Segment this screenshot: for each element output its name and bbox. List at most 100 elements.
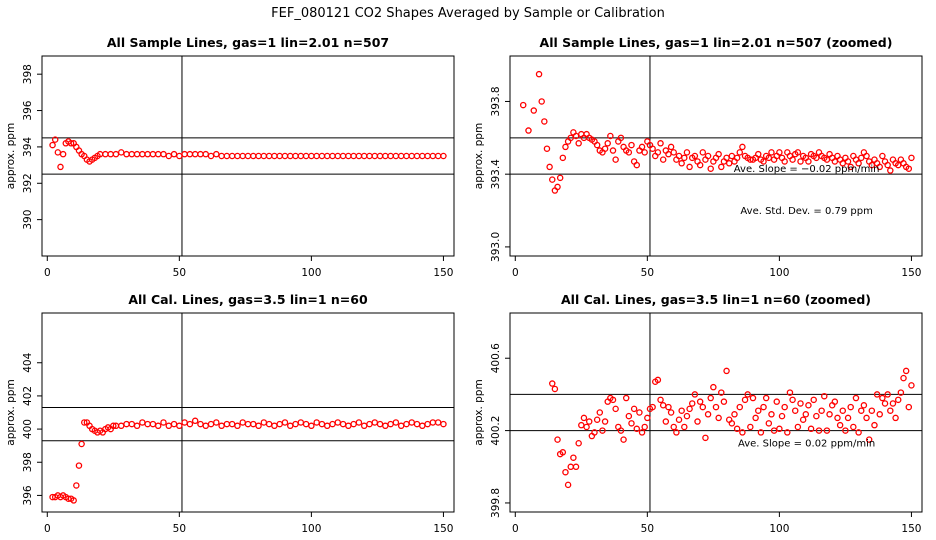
data-point <box>683 412 691 420</box>
data-point <box>287 422 294 430</box>
data-point <box>239 152 246 160</box>
data-point <box>720 398 728 405</box>
data-point <box>559 449 567 456</box>
data-point <box>747 423 754 431</box>
data-point <box>818 407 825 414</box>
chart-title: All Cal. Lines, gas=3.5 lin=1 n=60 <box>128 292 368 307</box>
data-point <box>59 150 67 158</box>
data-point <box>797 400 804 407</box>
data-point <box>755 407 762 414</box>
x-tick-label: 50 <box>641 267 654 279</box>
data-point <box>723 367 730 375</box>
data-point <box>181 419 188 426</box>
data-point <box>593 141 601 149</box>
data-point <box>75 462 83 469</box>
data-point <box>549 176 556 183</box>
data-point <box>768 411 775 418</box>
data-point <box>572 463 580 471</box>
data-point <box>710 383 717 391</box>
data-point <box>667 409 675 416</box>
data-point <box>308 422 315 430</box>
y-tick-label: 400 <box>22 419 34 439</box>
data-point <box>297 152 305 160</box>
data-point <box>397 422 405 430</box>
data-point <box>81 419 88 426</box>
data-point <box>265 152 273 160</box>
data-point <box>292 420 299 428</box>
data-point <box>683 149 691 156</box>
data-point <box>525 127 532 134</box>
data-point <box>228 152 236 160</box>
data-point <box>760 403 767 411</box>
data-point <box>110 422 117 430</box>
data-point <box>678 407 685 414</box>
data-point <box>329 152 336 160</box>
data-point <box>144 420 151 428</box>
data-point <box>355 419 363 426</box>
data-point <box>733 425 741 433</box>
data-point <box>887 167 894 174</box>
data-point <box>213 150 220 158</box>
data-point <box>562 143 569 151</box>
data-point <box>318 420 326 428</box>
y-tick-label: 390 <box>22 210 34 230</box>
data-point <box>834 414 841 422</box>
data-point <box>881 400 889 407</box>
data-point <box>578 421 585 429</box>
y-tick-label: 400.6 <box>490 343 502 373</box>
data-point <box>543 145 551 152</box>
data-point <box>376 420 384 428</box>
data-point <box>223 420 231 428</box>
data-point <box>213 419 220 426</box>
data-point <box>181 150 188 158</box>
data-point <box>551 385 559 393</box>
data-point <box>313 419 320 426</box>
y-tick-label: 396 <box>22 100 34 120</box>
data-point <box>752 414 759 422</box>
data-point <box>371 419 379 426</box>
data-point <box>556 174 564 182</box>
data-point <box>612 405 619 413</box>
data-point <box>609 396 617 404</box>
data-point <box>839 407 847 414</box>
data-point <box>186 420 194 428</box>
data-point <box>815 427 823 434</box>
y-tick-label: 400.2 <box>490 416 502 446</box>
data-point <box>858 407 865 414</box>
data-point <box>876 411 883 418</box>
data-point <box>844 158 852 165</box>
data-point <box>223 152 231 160</box>
data-point <box>429 419 437 426</box>
data-point <box>620 436 627 443</box>
data-point <box>530 107 538 114</box>
data-point <box>889 400 897 407</box>
x-tick-label: 150 <box>901 267 921 279</box>
data-point <box>149 150 157 158</box>
x-tick-label: 50 <box>641 523 654 535</box>
data-point <box>670 423 677 431</box>
data-point <box>387 420 394 428</box>
data-point <box>128 150 136 158</box>
data-point <box>718 389 725 396</box>
data-point <box>265 420 273 428</box>
data-point <box>879 394 886 402</box>
data-point <box>519 101 527 109</box>
data-point <box>376 152 384 160</box>
data-point <box>786 389 794 396</box>
data-point <box>413 420 421 428</box>
data-point <box>408 152 415 160</box>
data-point <box>844 414 852 422</box>
data-point <box>149 420 157 428</box>
data-point <box>197 420 204 428</box>
data-point <box>760 158 767 165</box>
data-point <box>789 396 796 404</box>
data-point <box>659 156 667 163</box>
data-point <box>702 434 709 442</box>
x-tick-label: 150 <box>433 523 453 535</box>
data-point <box>897 389 905 396</box>
data-point <box>757 429 765 436</box>
data-point <box>585 418 593 425</box>
data-point <box>207 420 215 428</box>
data-point <box>858 154 865 162</box>
